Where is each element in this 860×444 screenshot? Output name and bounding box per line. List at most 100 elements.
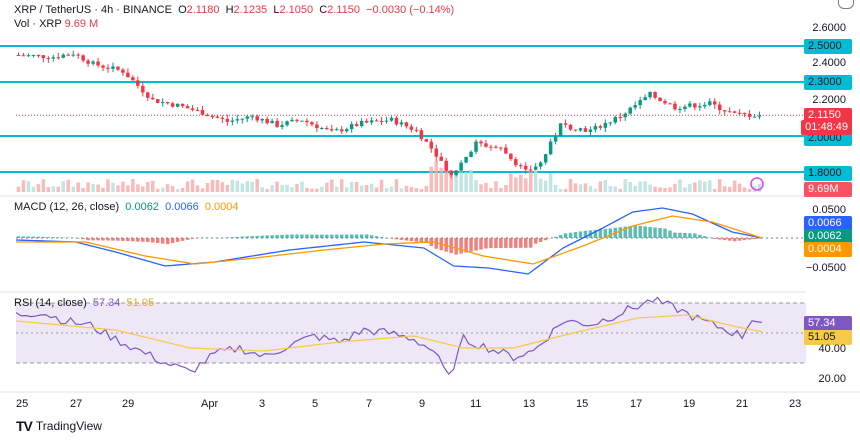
volume-bar (270, 185, 274, 192)
volume-bar (588, 185, 593, 192)
volume-bar (379, 179, 384, 192)
volume-bar (568, 179, 573, 192)
volume-bar (399, 188, 404, 192)
volume-bar (335, 186, 339, 192)
candle-body (399, 122, 404, 125)
candle-body (444, 160, 448, 171)
rsi-line (15, 296, 763, 376)
rsi-label: RSI (14, close) (14, 297, 87, 309)
candle-body (61, 54, 65, 58)
candle-body (91, 61, 95, 64)
macd-histogram-bar (359, 234, 364, 238)
candle-body (295, 119, 299, 121)
volume-bar (528, 171, 533, 192)
candle-body (220, 117, 225, 119)
macd-histogram-bar (76, 238, 80, 239)
volume-bar (648, 184, 652, 192)
candle-body (693, 103, 697, 108)
candle-body (66, 54, 70, 56)
volume-bar (618, 188, 623, 192)
macd-histogram-bar (354, 234, 359, 238)
volume-bar (26, 181, 31, 192)
x-tick: 17 (630, 398, 643, 410)
candle-body (633, 105, 637, 108)
volume-bar (757, 183, 762, 192)
macd-hist-value: 0.0062 (125, 201, 159, 213)
candle-body (643, 97, 647, 101)
macd-histogram-bar (673, 232, 677, 238)
volume-bar (121, 181, 125, 192)
volume-bar (742, 187, 747, 192)
volume-bar (713, 188, 717, 192)
volume-bar (658, 187, 662, 192)
volume-bar (533, 170, 538, 192)
candle-body (414, 129, 419, 131)
volume-bar (349, 181, 354, 192)
volume-bar (484, 182, 488, 192)
candle-body (394, 117, 399, 125)
maximize-icon[interactable] (838, 0, 854, 9)
volume-bar (245, 181, 250, 192)
macd-histogram-bar (81, 238, 85, 240)
volume-bar (449, 169, 453, 192)
macd-histogram-bar (643, 226, 647, 238)
candle-body (26, 55, 31, 57)
candle-body (459, 162, 463, 171)
volume-bar (504, 185, 508, 192)
candle-body (424, 139, 429, 142)
volume-bar (160, 187, 165, 192)
candle-body (349, 124, 354, 130)
candle-body (330, 129, 334, 131)
x-tick: 21 (736, 398, 749, 410)
volume-bar (459, 166, 463, 192)
rsi-tick: 20.00 (818, 373, 846, 385)
macd-histogram-bar (504, 238, 508, 248)
macd-histogram-bar (454, 238, 458, 255)
macd-histogram-bar (245, 236, 250, 238)
volume-bar (663, 187, 667, 192)
macd-histogram-bar (170, 238, 175, 244)
candle-body (678, 108, 682, 110)
rsi-tick: 40.00 (818, 343, 846, 355)
macd-histogram-bar (519, 238, 523, 248)
macd-histogram-bar (235, 236, 240, 238)
candle-body (335, 129, 339, 131)
macd-histogram-bar (175, 238, 180, 242)
candle-body (514, 159, 518, 166)
candle-body (320, 128, 324, 130)
candle-body (578, 128, 583, 131)
candle-body (524, 165, 528, 170)
candle-body (21, 55, 26, 57)
tradingview-logo[interactable]: TV TradingView (16, 418, 102, 434)
volume-bar (474, 180, 478, 192)
macd-histogram-bar (414, 238, 419, 242)
volume-bar (136, 184, 140, 192)
volume-bar (155, 188, 160, 192)
candle-body (230, 120, 235, 122)
macd-histogram-bar (96, 238, 100, 241)
macd-histogram-bar (260, 235, 264, 238)
volume-bar (593, 188, 598, 192)
volume-bar (623, 179, 627, 192)
volume-bar (290, 187, 294, 192)
volume-bar (479, 184, 483, 192)
candle-body (747, 113, 752, 117)
macd-histogram-bar (434, 238, 438, 249)
macd-histogram-bar (36, 236, 41, 238)
volume-bar (180, 187, 185, 192)
macd-histogram-bar (603, 229, 608, 238)
macd-histogram-bar (394, 238, 399, 240)
volume-bar (46, 187, 51, 192)
candle-body (76, 54, 80, 56)
volume-bar (464, 172, 468, 192)
candle-body (106, 67, 110, 69)
volume-bar (36, 184, 41, 192)
candle-body (528, 169, 533, 171)
macd-histogram-bar (315, 234, 319, 238)
volume-bar (260, 187, 264, 192)
candle-body (116, 66, 120, 70)
macd-signal-value: 0.0004 (204, 201, 239, 213)
macd-histogram-bar (270, 235, 274, 238)
macd-histogram-bar (668, 230, 672, 238)
volume-bar (727, 186, 732, 192)
